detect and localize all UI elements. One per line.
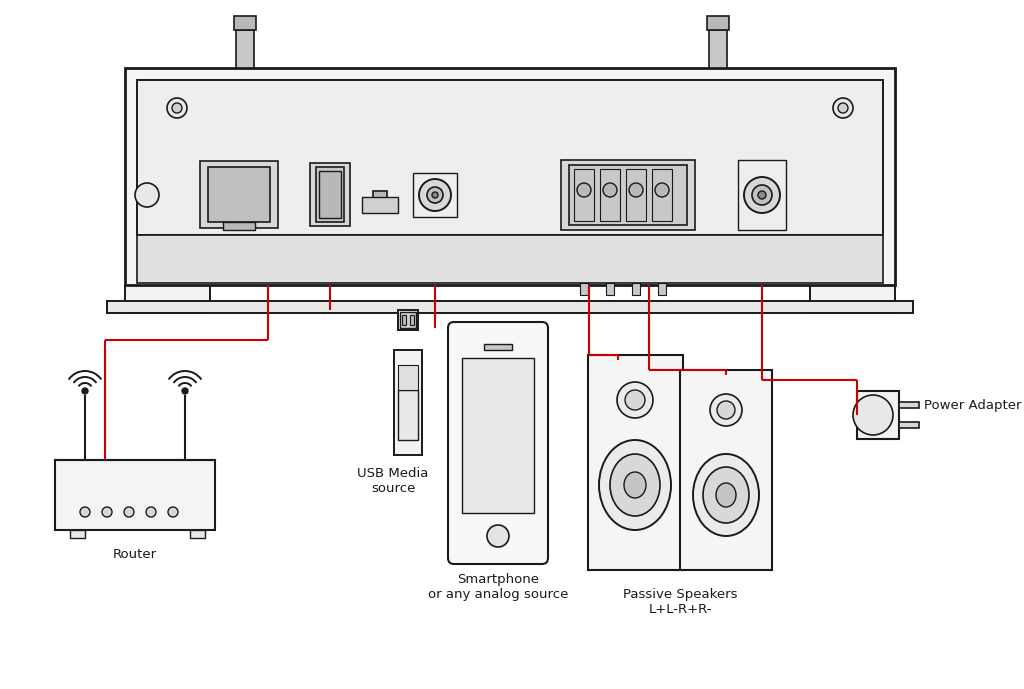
Circle shape bbox=[710, 394, 742, 426]
Text: Power Adapter: Power Adapter bbox=[924, 398, 1022, 411]
Bar bbox=[462, 358, 534, 513]
Bar bbox=[709, 30, 727, 68]
Bar bbox=[316, 167, 344, 222]
Circle shape bbox=[617, 382, 653, 418]
Ellipse shape bbox=[610, 454, 660, 516]
Circle shape bbox=[603, 183, 617, 197]
Bar bbox=[223, 222, 255, 230]
Bar bbox=[125, 68, 895, 285]
Bar bbox=[234, 16, 256, 30]
Text: Smartphone
or any analog source: Smartphone or any analog source bbox=[428, 573, 568, 601]
Circle shape bbox=[146, 507, 156, 517]
Text: USB Media
source: USB Media source bbox=[357, 467, 429, 495]
Bar bbox=[106, 301, 913, 313]
Text: Router: Router bbox=[113, 548, 157, 561]
Bar bbox=[632, 283, 640, 295]
Circle shape bbox=[182, 388, 188, 394]
Ellipse shape bbox=[693, 454, 759, 536]
Circle shape bbox=[487, 525, 509, 547]
Bar bbox=[236, 30, 254, 68]
Ellipse shape bbox=[716, 483, 736, 507]
Bar bbox=[319, 171, 341, 218]
Bar bbox=[561, 160, 695, 230]
Bar bbox=[137, 235, 883, 283]
Ellipse shape bbox=[599, 440, 671, 530]
Text: Passive Speakers
L+L-R+R-: Passive Speakers L+L-R+R- bbox=[623, 588, 737, 616]
Bar bbox=[899, 402, 919, 408]
Bar bbox=[588, 355, 683, 570]
Circle shape bbox=[135, 183, 159, 207]
Bar bbox=[373, 191, 387, 199]
Circle shape bbox=[752, 185, 772, 205]
Circle shape bbox=[853, 395, 893, 435]
Circle shape bbox=[167, 98, 187, 118]
Bar bbox=[362, 197, 398, 213]
Circle shape bbox=[432, 192, 438, 198]
Circle shape bbox=[168, 507, 178, 517]
Circle shape bbox=[577, 183, 591, 197]
FancyBboxPatch shape bbox=[449, 322, 548, 564]
Bar bbox=[680, 370, 772, 570]
Bar bbox=[658, 283, 666, 295]
Bar bbox=[606, 283, 614, 295]
Bar bbox=[857, 391, 899, 439]
Circle shape bbox=[629, 183, 643, 197]
Bar bbox=[200, 161, 278, 228]
Circle shape bbox=[82, 388, 88, 394]
Bar bbox=[569, 165, 687, 225]
Bar bbox=[574, 169, 594, 221]
Bar bbox=[707, 16, 729, 30]
Circle shape bbox=[419, 179, 451, 211]
Circle shape bbox=[838, 103, 848, 113]
Bar bbox=[190, 530, 205, 538]
Ellipse shape bbox=[624, 472, 646, 498]
Bar bbox=[398, 390, 418, 440]
Bar bbox=[398, 365, 418, 390]
Bar bbox=[400, 312, 416, 328]
Bar bbox=[810, 285, 895, 313]
Circle shape bbox=[80, 507, 90, 517]
Bar bbox=[652, 169, 672, 221]
Circle shape bbox=[102, 507, 112, 517]
Circle shape bbox=[758, 191, 766, 199]
Bar bbox=[626, 169, 646, 221]
Circle shape bbox=[427, 187, 443, 203]
Bar bbox=[394, 350, 422, 455]
Bar bbox=[413, 173, 457, 217]
Circle shape bbox=[172, 103, 182, 113]
Bar bbox=[137, 80, 883, 235]
Bar bbox=[55, 460, 215, 530]
Bar bbox=[70, 530, 85, 538]
Bar bbox=[310, 163, 350, 226]
Bar bbox=[125, 285, 210, 313]
Bar bbox=[398, 310, 418, 330]
Bar bbox=[484, 344, 512, 350]
Circle shape bbox=[124, 507, 134, 517]
Bar bbox=[208, 167, 270, 222]
Circle shape bbox=[655, 183, 669, 197]
Bar bbox=[738, 160, 786, 230]
Bar bbox=[410, 315, 414, 325]
Bar bbox=[600, 169, 620, 221]
Bar bbox=[580, 283, 588, 295]
Circle shape bbox=[833, 98, 853, 118]
Circle shape bbox=[744, 177, 780, 213]
Circle shape bbox=[625, 390, 645, 410]
Bar bbox=[402, 315, 406, 325]
Ellipse shape bbox=[703, 467, 749, 523]
Bar bbox=[899, 422, 919, 428]
Circle shape bbox=[717, 401, 735, 419]
